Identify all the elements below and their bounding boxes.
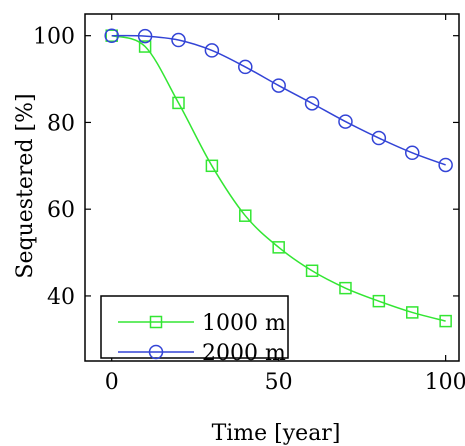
data-point-2000-m-0 — [104, 28, 119, 43]
data-point-1000-m-2 — [172, 96, 185, 110]
data-point-2000-m-3 — [204, 43, 220, 58]
x-axis-label: Time [year] — [212, 421, 341, 446]
data-point-1000-m-9 — [406, 306, 419, 319]
legend-label-1000-m: 1000 m — [202, 311, 286, 336]
y-tick-label-0: 40 — [47, 285, 75, 310]
data-point-2000-m-7 — [338, 114, 353, 129]
data-point-2000-m-4 — [238, 59, 253, 75]
y-tick-label-2: 80 — [47, 111, 75, 136]
data-point-1000-m-7 — [339, 281, 352, 295]
data-point-2000-m-6 — [304, 96, 320, 111]
legend-marker-2000-m — [148, 344, 164, 360]
series-line-2000-m — [111, 34, 446, 166]
data-point-1000-m-5 — [272, 241, 285, 254]
legend-entries: 1000 m 2000 m — [118, 311, 286, 366]
legend-label-2000-m: 2000 m — [202, 341, 286, 366]
data-point-1000-m-6 — [305, 264, 319, 278]
series-layer — [104, 28, 453, 328]
data-point-2000-m-1 — [137, 28, 153, 44]
data-point-1000-m-4 — [239, 209, 252, 222]
data-point-1000-m-3 — [205, 159, 219, 173]
data-point-1000-m-10 — [439, 314, 452, 328]
x-tick-label-2: 100 — [425, 370, 465, 395]
data-point-1000-m-1 — [138, 40, 152, 53]
data-point-2000-m-9 — [405, 145, 420, 161]
data-point-2000-m-8 — [371, 130, 387, 146]
y-axis-label: Sequestered [%] — [13, 93, 38, 278]
tick-labels: 0 50 100 40 60 80 100 — [33, 25, 465, 395]
y-tick-label-1: 60 — [47, 198, 75, 223]
x-tick-label-0: 0 — [105, 370, 119, 395]
legend-box — [100, 295, 289, 359]
series-2000-m — [104, 28, 453, 173]
series-1000-m — [105, 29, 452, 328]
data-point-2000-m-10 — [438, 157, 453, 173]
y-tick-label-3: 100 — [33, 25, 75, 50]
legend-marker-1000-m — [149, 315, 163, 329]
series-line-1000-m — [111, 34, 446, 322]
legend: 1000 m 2000 m — [100, 295, 289, 366]
data-point-2000-m-2 — [171, 32, 186, 48]
data-point-2000-m-5 — [271, 78, 286, 93]
x-tick-label-1: 50 — [265, 370, 293, 395]
data-point-1000-m-8 — [372, 294, 386, 308]
